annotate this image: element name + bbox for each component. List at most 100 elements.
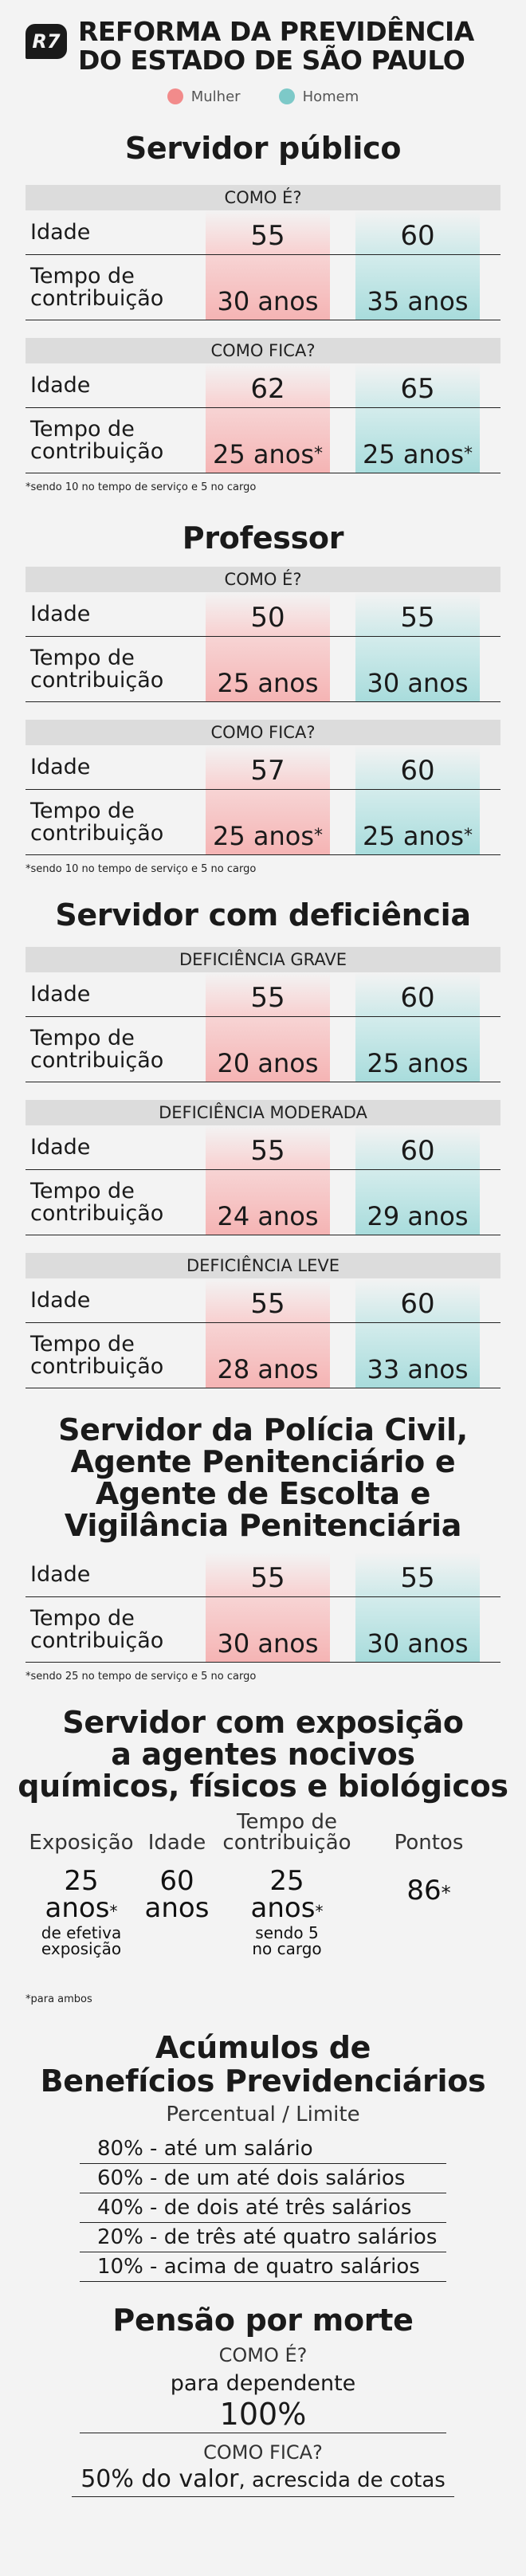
- row-label: Tempo de contribuição: [30, 798, 164, 846]
- male-value: 30 anos: [355, 637, 480, 701]
- table-row: Tempo de contribuição 20 anos 25 anos: [26, 1017, 500, 1082]
- female-value: 25 anos *: [206, 408, 330, 473]
- table-deficiencia-moderada: DEFICIÊNCIA MODERADA Idade 55 60 Tempo d…: [26, 1100, 500, 1235]
- table-row: Tempo de contribuição 25 anos 30 anos: [26, 637, 500, 702]
- page-title: REFORMA DA PREVIDÊNCIA DO ESTADO DE SÃO …: [78, 18, 474, 75]
- row-label: Tempo de contribuição: [30, 645, 164, 693]
- table-deficiencia-leve: DEFICIÊNCIA LEVE Idade 55 60 Tempo de con…: [26, 1253, 500, 1388]
- male-value: 25 anos *: [355, 790, 480, 854]
- row-label: Tempo de contribuição: [30, 1605, 164, 1653]
- table-head: COMO FICA?: [26, 720, 500, 745]
- list-item: 80% - até um salário: [80, 2134, 446, 2164]
- male-value: 60: [355, 210, 480, 254]
- male-value: 55: [355, 1553, 480, 1596]
- male-value: 30 anos: [355, 1597, 480, 1662]
- female-value: 55: [206, 210, 330, 254]
- male-value: 65: [355, 363, 480, 407]
- contribution-column: Tempo de contribuição 25 anos* sendo 5 no…: [222, 1810, 351, 1958]
- table-row: Tempo de contribuição 25 anos * 25 anos *: [26, 790, 500, 855]
- female-value: 55: [206, 1125, 330, 1169]
- age-column: Idade 60 anos: [144, 1831, 210, 1924]
- table-row: Idade 57 60: [26, 745, 500, 790]
- pensao-line-1: para dependente: [170, 2371, 356, 2396]
- male-value: 29 anos: [355, 1170, 480, 1235]
- exposure-grid: Exposição 25 anos* de efetiva exposição …: [26, 1808, 500, 1957]
- section-title-servidor-publico: Servidor público: [124, 131, 402, 166]
- female-value: 62: [206, 363, 330, 407]
- female-value: 20 anos: [206, 1017, 330, 1082]
- male-value: 25 anos: [355, 1017, 480, 1082]
- male-value: 60: [355, 1125, 480, 1169]
- table-row: Tempo de contribuição 24 anos 29 anos: [26, 1170, 500, 1235]
- section-title-policia: Servidor da Polícia Civil, Agente Penite…: [58, 1412, 468, 1543]
- male-value: 33 anos: [355, 1323, 480, 1388]
- male-value: 55: [355, 592, 480, 636]
- title-line: REFORMA DA PREVIDÊNCIA: [78, 16, 474, 47]
- section-title-pensao: Pensão por morte: [112, 2303, 414, 2338]
- male-dot-icon: [278, 88, 295, 104]
- pensao-head-2: COMO FICA?: [203, 2441, 323, 2464]
- table-row: Idade 55 60: [26, 1278, 500, 1323]
- table-row: Tempo de contribuição 25 anos * 25 anos *: [26, 408, 500, 473]
- table-row: Tempo de contribuição 28 anos 33 anos: [26, 1323, 500, 1388]
- table-head: DEFICIÊNCIA LEVE: [26, 1253, 500, 1278]
- row-label: Idade: [30, 601, 91, 626]
- pensao-value-1: 100%: [80, 2396, 446, 2433]
- r7-logo: R7: [26, 24, 67, 59]
- table-row: Tempo de contribuição 30 anos 30 anos: [26, 1597, 500, 1663]
- table-row: Idade 55 60: [26, 210, 500, 255]
- footnote: *sendo 25 no tempo de serviço e 5 no car…: [26, 1671, 257, 1683]
- footnote: *para ambos: [26, 1993, 92, 2005]
- row-label: Idade: [30, 754, 91, 779]
- female-value: 30 anos: [206, 1597, 330, 1662]
- table-servidor-como-e: COMO É? Idade 55 60 Tempo de contribuição…: [26, 185, 500, 320]
- table-row: Idade 50 55: [26, 592, 500, 637]
- exposure-column: Exposição 25 anos* de efetiva exposição: [29, 1831, 134, 1958]
- male-value: 35 anos: [355, 255, 480, 320]
- legend: Mulher Homem: [0, 80, 526, 113]
- row-label: Idade: [30, 1134, 91, 1160]
- table-policia: Idade 55 55 Tempo de contribuição 30 anos…: [26, 1553, 500, 1663]
- male-value: 60: [355, 1278, 480, 1322]
- table-row: Idade 55 60: [26, 972, 500, 1017]
- row-label: Idade: [30, 219, 91, 245]
- legend-male: Homem: [278, 88, 359, 105]
- male-value: 60: [355, 972, 480, 1016]
- female-value: 25 anos: [206, 637, 330, 701]
- table-head: COMO É?: [26, 567, 500, 592]
- footnote: *sendo 10 no tempo de serviço e 5 no car…: [26, 863, 257, 875]
- table-professor-como-fica: COMO FICA? Idade 57 60 Tempo de contribui…: [26, 720, 500, 855]
- table-head: COMO FICA?: [26, 338, 500, 363]
- table-servidor-como-fica: COMO FICA? Idade 62 65 Tempo de contribui…: [26, 338, 500, 473]
- acumulos-list: 80% - até um salário 60% - de um até doi…: [80, 2134, 446, 2282]
- table-row: Idade 62 65: [26, 363, 500, 408]
- points-column: Pontos 86*: [394, 1831, 464, 1906]
- table-head: DEFICIÊNCIA MODERADA: [26, 1100, 500, 1125]
- row-label: Idade: [30, 981, 91, 1007]
- pensao-head-1: COMO É?: [218, 2344, 308, 2366]
- female-value: 57: [206, 745, 330, 789]
- female-value: 55: [206, 1278, 330, 1322]
- table-row: Idade 55 60: [26, 1125, 500, 1170]
- section-title-professor: Professor: [182, 520, 344, 556]
- pensao-value-2: 50% do valor, acrescida de cotas: [72, 2464, 454, 2497]
- row-label: Idade: [30, 372, 91, 398]
- legend-male-label: Homem: [302, 88, 359, 105]
- male-value: 60: [355, 745, 480, 789]
- section-title-exposicao: Servidor com exposição a agentes nocivos…: [18, 1705, 508, 1804]
- table-head: COMO É?: [26, 185, 500, 210]
- female-dot-icon: [167, 88, 183, 104]
- legend-female-label: Mulher: [190, 88, 241, 105]
- table-row: Tempo de contribuição 30 anos 35 anos: [26, 255, 500, 320]
- row-label: Tempo de contribuição: [30, 1178, 164, 1226]
- female-value: 55: [206, 972, 330, 1016]
- female-value: 24 anos: [206, 1170, 330, 1235]
- female-value: 55: [206, 1553, 330, 1596]
- table-professor-como-e: COMO É? Idade 50 55 Tempo de contribuição…: [26, 567, 500, 702]
- list-item: 20% - de três até quatro salários: [80, 2223, 446, 2252]
- list-item: 10% - acima de quatro salários: [80, 2252, 446, 2282]
- female-value: 50: [206, 592, 330, 636]
- header: R7 REFORMA DA PREVIDÊNCIA DO ESTADO DE S…: [0, 0, 526, 80]
- list-item: 40% - de dois até três salários: [80, 2193, 446, 2223]
- table-head: DEFICIÊNCIA GRAVE: [26, 947, 500, 972]
